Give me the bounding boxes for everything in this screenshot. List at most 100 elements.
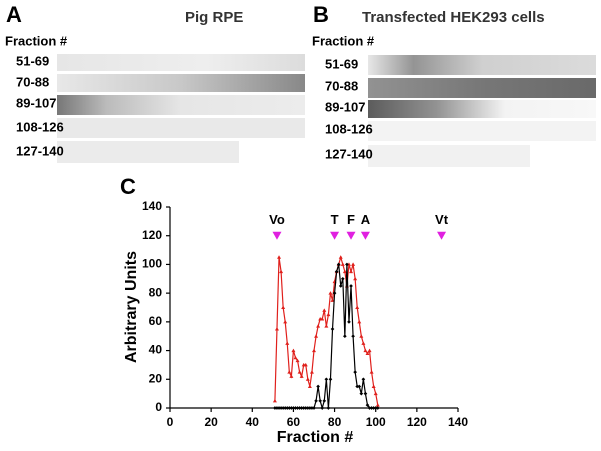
blot-strip bbox=[368, 100, 596, 118]
data-point bbox=[322, 308, 327, 312]
y-axis-title: Arbitrary Units bbox=[123, 251, 140, 363]
panel-title: Transfected HEK293 cells bbox=[362, 9, 545, 26]
data-point bbox=[353, 276, 358, 281]
data-point bbox=[373, 406, 378, 410]
panel-label: B bbox=[313, 2, 329, 27]
data-point bbox=[359, 334, 364, 338]
data-point bbox=[303, 362, 308, 367]
data-point bbox=[310, 406, 314, 410]
data-point bbox=[355, 384, 360, 389]
data-point bbox=[297, 370, 302, 374]
data-point bbox=[330, 298, 335, 302]
data-point bbox=[295, 358, 300, 363]
data-point bbox=[273, 406, 277, 410]
data-point bbox=[336, 262, 341, 267]
x-tick-label: 60 bbox=[287, 415, 301, 429]
data-point bbox=[314, 334, 319, 338]
x-tick-label: 20 bbox=[204, 415, 218, 429]
row-label: 108-126 bbox=[16, 119, 64, 134]
marker-triangle bbox=[346, 231, 356, 240]
data-point bbox=[281, 305, 286, 309]
annotation-label: Vt bbox=[435, 212, 449, 227]
row-label: 51-69 bbox=[325, 56, 358, 71]
data-point bbox=[371, 384, 376, 388]
blot-strip bbox=[57, 54, 305, 71]
data-point bbox=[309, 370, 314, 374]
data-point bbox=[351, 334, 355, 339]
data-point bbox=[369, 370, 374, 374]
data-point bbox=[308, 406, 312, 410]
data-point bbox=[316, 324, 321, 328]
data-point bbox=[272, 398, 277, 403]
row-label: 51-69 bbox=[16, 53, 49, 68]
row-label: 70-88 bbox=[325, 78, 358, 93]
data-point bbox=[326, 406, 331, 410]
blot-strip bbox=[368, 78, 596, 98]
data-point bbox=[338, 284, 343, 288]
annotation-label: Vo bbox=[269, 212, 285, 227]
data-point bbox=[371, 406, 376, 410]
data-point bbox=[326, 312, 331, 317]
data-point bbox=[289, 374, 294, 378]
y-tick-label: 120 bbox=[142, 228, 162, 242]
row-label: 89-107 bbox=[325, 99, 365, 114]
data-point bbox=[357, 384, 362, 389]
x-tick-label: 100 bbox=[366, 415, 386, 429]
data-point bbox=[342, 269, 347, 274]
data-point bbox=[303, 406, 308, 410]
y-tick-label: 60 bbox=[149, 314, 163, 328]
panel-label: A bbox=[6, 2, 22, 27]
data-point bbox=[349, 284, 353, 288]
data-point bbox=[351, 262, 356, 266]
data-point bbox=[353, 370, 357, 374]
blot-strip bbox=[368, 121, 596, 141]
data-point bbox=[299, 374, 304, 378]
marker-triangle bbox=[360, 231, 370, 240]
data-point bbox=[283, 406, 288, 410]
data-point bbox=[361, 341, 366, 345]
data-point bbox=[291, 348, 296, 353]
annotation-label: A bbox=[361, 212, 371, 227]
data-point bbox=[283, 319, 288, 324]
data-point bbox=[293, 355, 298, 360]
x-tick-label: 120 bbox=[407, 415, 427, 429]
data-point bbox=[291, 406, 296, 410]
marker-triangle bbox=[437, 231, 447, 240]
row-label: 89-107 bbox=[16, 95, 56, 110]
data-point bbox=[324, 324, 329, 328]
data-point bbox=[287, 370, 292, 374]
data-point bbox=[361, 377, 366, 382]
blots-a bbox=[57, 54, 305, 163]
data-point bbox=[375, 403, 380, 407]
data-point bbox=[369, 406, 374, 410]
data-point bbox=[287, 406, 292, 410]
blot-strip bbox=[57, 74, 305, 92]
x-tick-label: 40 bbox=[246, 415, 260, 429]
y-tick-label: 100 bbox=[142, 257, 162, 271]
data-point bbox=[338, 255, 343, 259]
blot-strip bbox=[57, 141, 239, 163]
data-point bbox=[359, 391, 364, 396]
data-point bbox=[330, 327, 335, 331]
data-point bbox=[322, 398, 327, 403]
blot-strip bbox=[57, 95, 305, 115]
panel-label: C bbox=[120, 174, 136, 199]
data-point bbox=[277, 406, 281, 410]
data-point bbox=[363, 391, 368, 396]
row-label: 127-140 bbox=[16, 143, 64, 158]
blot-strip bbox=[368, 145, 530, 167]
data-point bbox=[324, 377, 329, 382]
marker-triangle bbox=[272, 231, 282, 240]
fraction-label: Fraction # bbox=[312, 33, 375, 48]
data-point bbox=[277, 255, 282, 259]
y-tick-label: 20 bbox=[149, 371, 163, 385]
data-point bbox=[307, 384, 312, 388]
x-tick-label: 80 bbox=[328, 415, 342, 429]
data-point bbox=[289, 406, 294, 410]
data-point bbox=[328, 377, 333, 382]
data-point bbox=[318, 398, 323, 403]
data-point bbox=[328, 291, 333, 295]
data-point bbox=[365, 403, 370, 407]
fraction-label: Fraction # bbox=[5, 33, 68, 48]
